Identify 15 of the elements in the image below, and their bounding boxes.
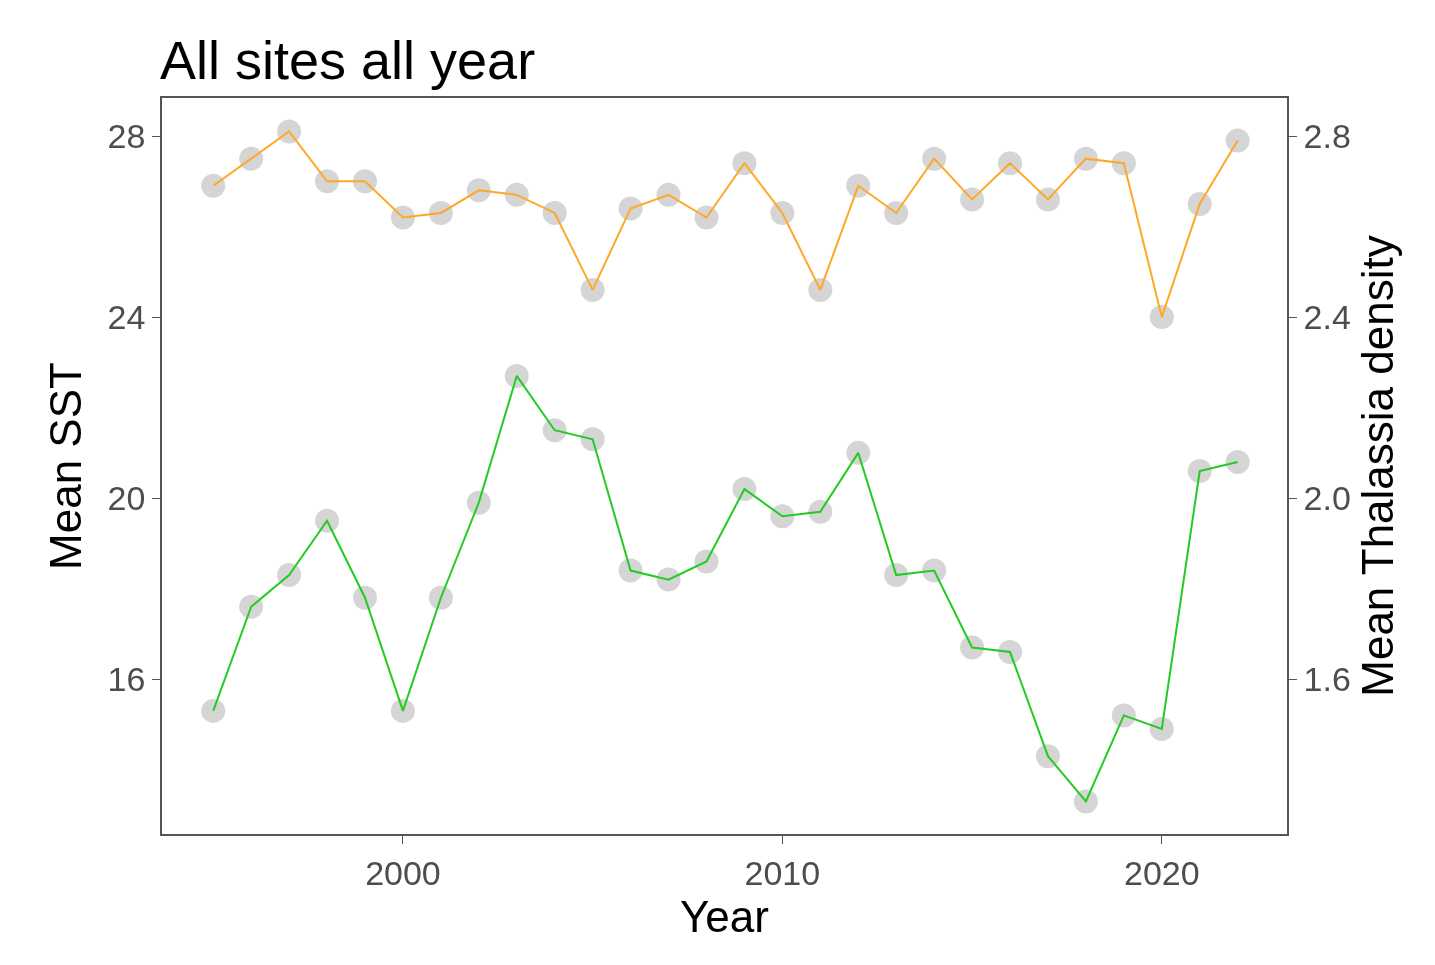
y2-tick-label: 2.4 bbox=[1303, 297, 1351, 336]
x-tick-label: 2000 bbox=[365, 853, 441, 892]
chart-title: All sites all year bbox=[160, 29, 536, 90]
y2-tick-label: 2.0 bbox=[1303, 479, 1351, 518]
y2-tick-label: 1.6 bbox=[1303, 660, 1351, 699]
y-axis-title: Mean SST bbox=[41, 362, 91, 570]
x-tick-label: 2020 bbox=[1123, 853, 1200, 892]
x-axis-title: Year bbox=[680, 891, 769, 941]
y-tick-label: 28 bbox=[107, 116, 146, 155]
y-tick-label: 24 bbox=[107, 297, 146, 336]
y2-axis-title: Mean Thalassia density bbox=[1352, 235, 1402, 697]
y-tick-label: 20 bbox=[107, 479, 146, 518]
x-tick-label: 2010 bbox=[744, 853, 821, 892]
y2-tick-label: 2.8 bbox=[1303, 116, 1351, 155]
y-tick-label: 16 bbox=[107, 660, 146, 699]
